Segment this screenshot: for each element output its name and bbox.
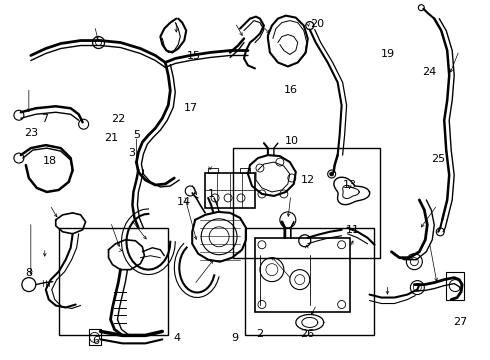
- Text: 3: 3: [128, 148, 135, 158]
- Text: 9: 9: [232, 333, 239, 343]
- Text: 6: 6: [93, 336, 99, 346]
- Text: 19: 19: [381, 49, 395, 59]
- Circle shape: [330, 172, 334, 176]
- Text: 27: 27: [453, 317, 467, 327]
- Bar: [205, 173, 255, 208]
- Text: 11: 11: [345, 225, 359, 235]
- Text: 14: 14: [177, 197, 191, 207]
- Text: 23: 23: [24, 128, 38, 138]
- Text: 15: 15: [187, 51, 201, 61]
- Text: 22: 22: [111, 114, 125, 124]
- Bar: [208, 168, 218, 173]
- Bar: [233, 148, 380, 258]
- Text: 5: 5: [133, 130, 140, 140]
- Bar: [59, 228, 168, 336]
- Text: 25: 25: [431, 154, 445, 164]
- Text: 18: 18: [43, 156, 57, 166]
- Text: 7: 7: [41, 114, 49, 124]
- Text: 10: 10: [284, 136, 298, 145]
- Text: 26: 26: [300, 329, 315, 339]
- Text: 2: 2: [256, 329, 263, 339]
- Bar: [245, 228, 374, 336]
- Text: 4: 4: [173, 333, 180, 343]
- Text: 8: 8: [25, 268, 33, 278]
- Text: 17: 17: [184, 103, 198, 113]
- Text: 1: 1: [207, 189, 214, 199]
- Bar: [446, 272, 464, 300]
- Circle shape: [25, 280, 33, 289]
- Text: 12: 12: [300, 175, 315, 185]
- Text: 21: 21: [104, 133, 118, 143]
- Text: 24: 24: [422, 67, 437, 77]
- Text: 16: 16: [283, 85, 297, 95]
- Text: 20: 20: [310, 19, 324, 29]
- Bar: [89, 329, 100, 345]
- Text: 13: 13: [343, 180, 356, 190]
- Bar: [240, 168, 250, 173]
- Bar: [255, 238, 349, 312]
